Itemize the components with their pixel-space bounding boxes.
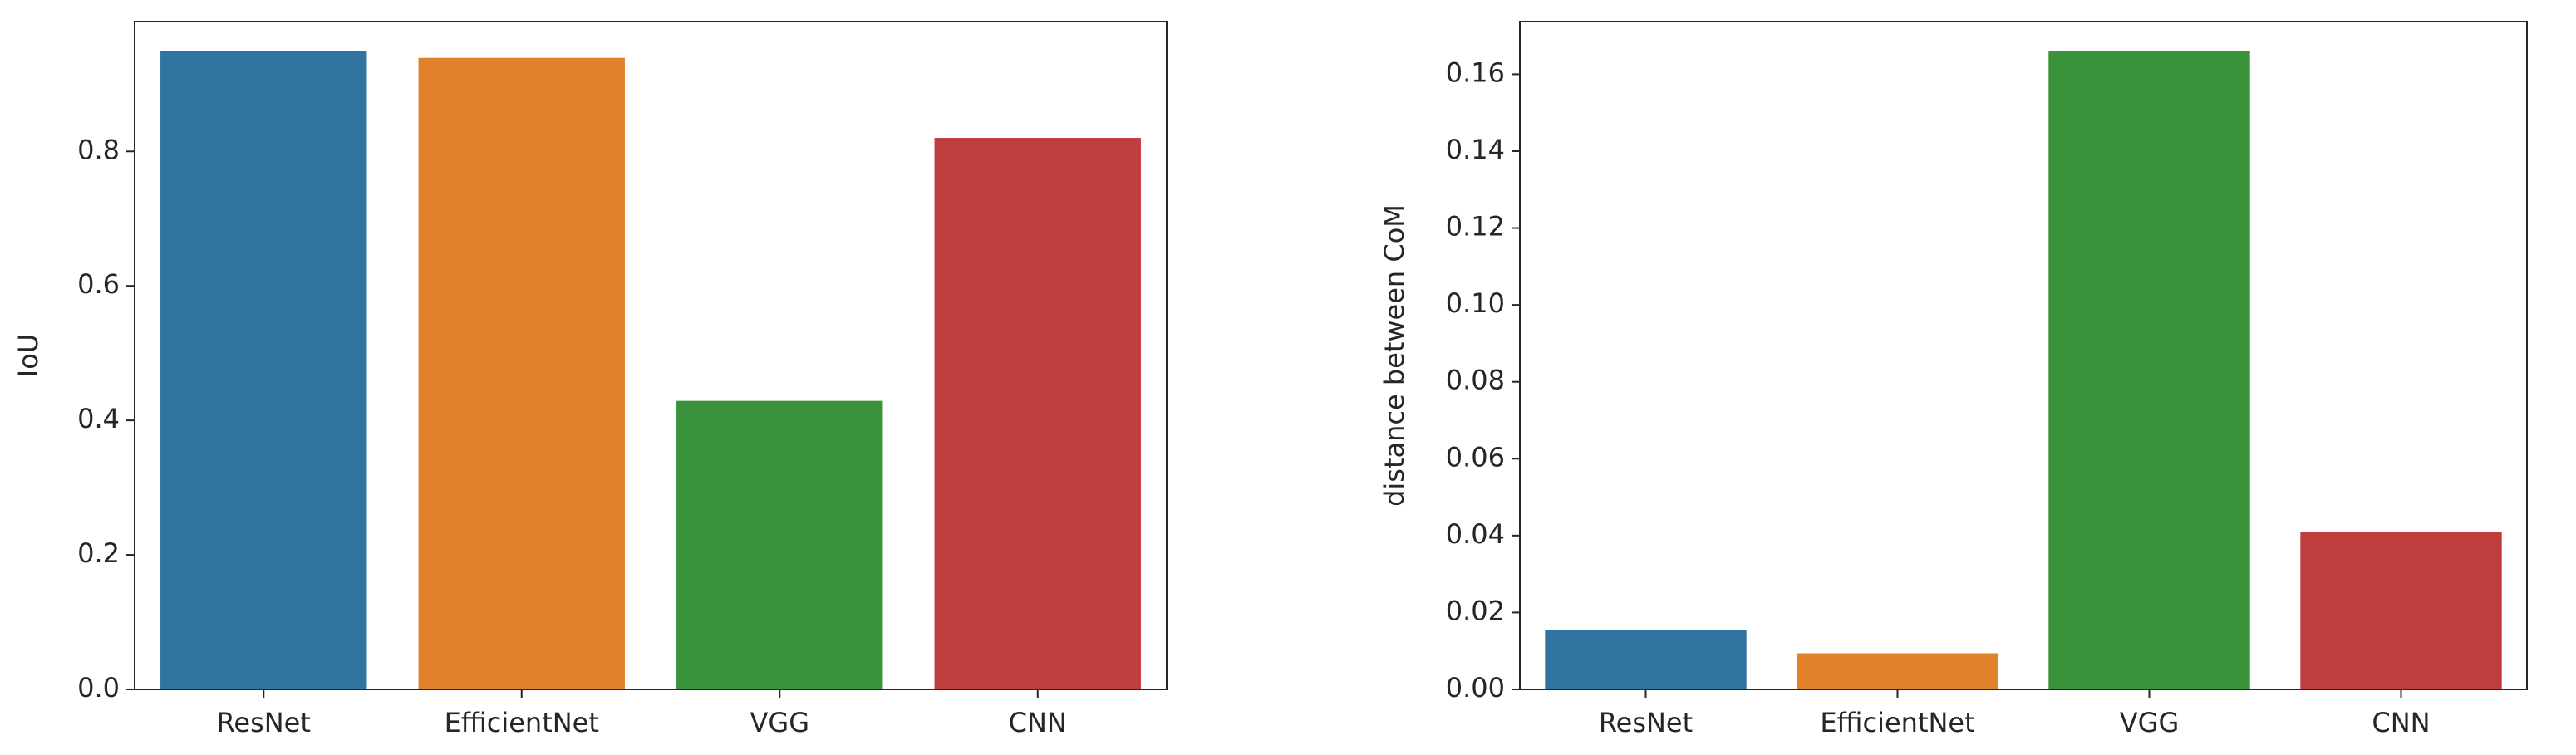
y-axis-label: IoU bbox=[12, 334, 44, 377]
y-tick-label: 0.06 bbox=[1446, 441, 1505, 473]
x-tick-label: EfficientNet bbox=[445, 707, 599, 738]
bar bbox=[934, 138, 1141, 689]
x-tick-label: EfficientNet bbox=[1820, 707, 1974, 738]
y-tick-label: 0.0 bbox=[77, 672, 120, 704]
y-tick-label: 0.8 bbox=[77, 134, 120, 165]
bar bbox=[2300, 532, 2502, 689]
y-tick-label: 0.02 bbox=[1446, 595, 1505, 626]
bar bbox=[2048, 51, 2250, 690]
y-tick-label: 0.00 bbox=[1446, 672, 1505, 704]
bar bbox=[160, 51, 367, 690]
bar bbox=[676, 400, 883, 689]
y-tick-label: 0.4 bbox=[77, 403, 120, 434]
y-tick-label: 0.16 bbox=[1446, 56, 1505, 88]
bar bbox=[418, 57, 625, 690]
bar bbox=[1797, 653, 1998, 689]
y-tick-label: 0.12 bbox=[1446, 211, 1505, 243]
x-tick-label: ResNet bbox=[217, 707, 311, 738]
axes-frame bbox=[134, 21, 1168, 690]
x-tick-label: ResNet bbox=[1599, 707, 1693, 738]
x-tick-label: CNN bbox=[2372, 707, 2430, 738]
bar bbox=[1545, 630, 1747, 689]
y-tick-label: 0.04 bbox=[1446, 518, 1505, 550]
y-tick-label: 0.08 bbox=[1446, 365, 1505, 396]
y-tick-label: 0.6 bbox=[77, 268, 120, 300]
y-tick-label: 0.10 bbox=[1446, 287, 1505, 319]
y-axis-label: distance between CoM bbox=[1379, 204, 1410, 507]
x-tick-label: VGG bbox=[2120, 707, 2179, 738]
y-tick-label: 0.2 bbox=[77, 537, 120, 569]
x-tick-label: VGG bbox=[750, 707, 809, 738]
x-tick-label: CNN bbox=[1009, 707, 1067, 738]
axes-frame bbox=[1519, 21, 2528, 690]
y-tick-label: 0.14 bbox=[1446, 134, 1505, 165]
